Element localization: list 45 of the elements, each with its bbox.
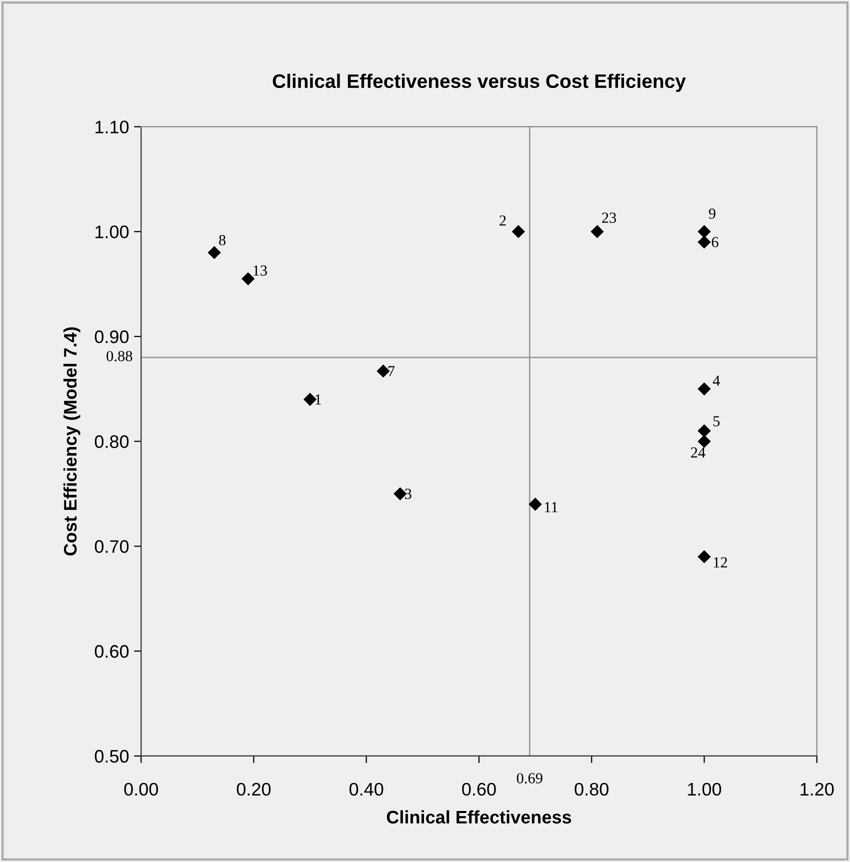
y-tick-label: 0.80 xyxy=(94,435,129,448)
ref-line-label: 0.69 xyxy=(516,773,542,784)
y-tick-label: 0.70 xyxy=(94,540,129,553)
ref-line-label: 0.88 xyxy=(106,350,132,362)
x-tick-label: 0.80 xyxy=(574,782,608,796)
annotation: 12 xyxy=(714,557,727,568)
annotation: 23 xyxy=(602,212,616,223)
point xyxy=(698,424,711,438)
point xyxy=(528,498,542,511)
point xyxy=(590,225,604,238)
point xyxy=(208,246,221,260)
y-axis-title: Cost Efficiency (Model 7.4) xyxy=(63,327,80,556)
annotation: 5 xyxy=(713,416,720,426)
point xyxy=(512,225,525,238)
annotation: 7 xyxy=(388,366,395,376)
point xyxy=(303,392,317,406)
x-tick-label: 1.00 xyxy=(688,782,722,796)
annotation: 8 xyxy=(219,234,226,246)
point xyxy=(242,272,255,286)
annotation: 1 xyxy=(316,394,321,404)
x-tick-label: 1.20 xyxy=(800,782,834,796)
annotation: 4 xyxy=(712,376,720,386)
y-tick-label: 0.50 xyxy=(94,750,129,763)
x-axis-title: Clinical Effectiveness xyxy=(386,810,572,824)
point xyxy=(698,225,711,238)
annotation: 13 xyxy=(254,265,267,276)
y-tick-label: 1.10 xyxy=(96,120,129,134)
point xyxy=(698,235,711,249)
point xyxy=(698,550,711,564)
annotation: 6 xyxy=(712,237,718,248)
annotation: 11 xyxy=(544,502,558,512)
chart-title: Clinical Effectiveness versus Cost Efficiency xyxy=(272,74,686,92)
x-tick-label: 0.20 xyxy=(236,782,271,796)
y-tick-label: 0.90 xyxy=(94,330,129,344)
annotation: 2 xyxy=(500,215,506,226)
y-tick-label: 0.60 xyxy=(94,645,129,658)
annotation: 24 xyxy=(691,447,706,458)
point xyxy=(698,382,711,396)
point xyxy=(698,434,711,448)
x-tick-label: 0.60 xyxy=(462,782,496,796)
annotation: 9 xyxy=(708,208,716,219)
y-tick-label: 1.00 xyxy=(96,226,129,238)
annotation: 3 xyxy=(405,488,412,500)
x-tick-label: 0.00 xyxy=(124,782,158,796)
x-tick-label: 0.40 xyxy=(349,782,384,796)
